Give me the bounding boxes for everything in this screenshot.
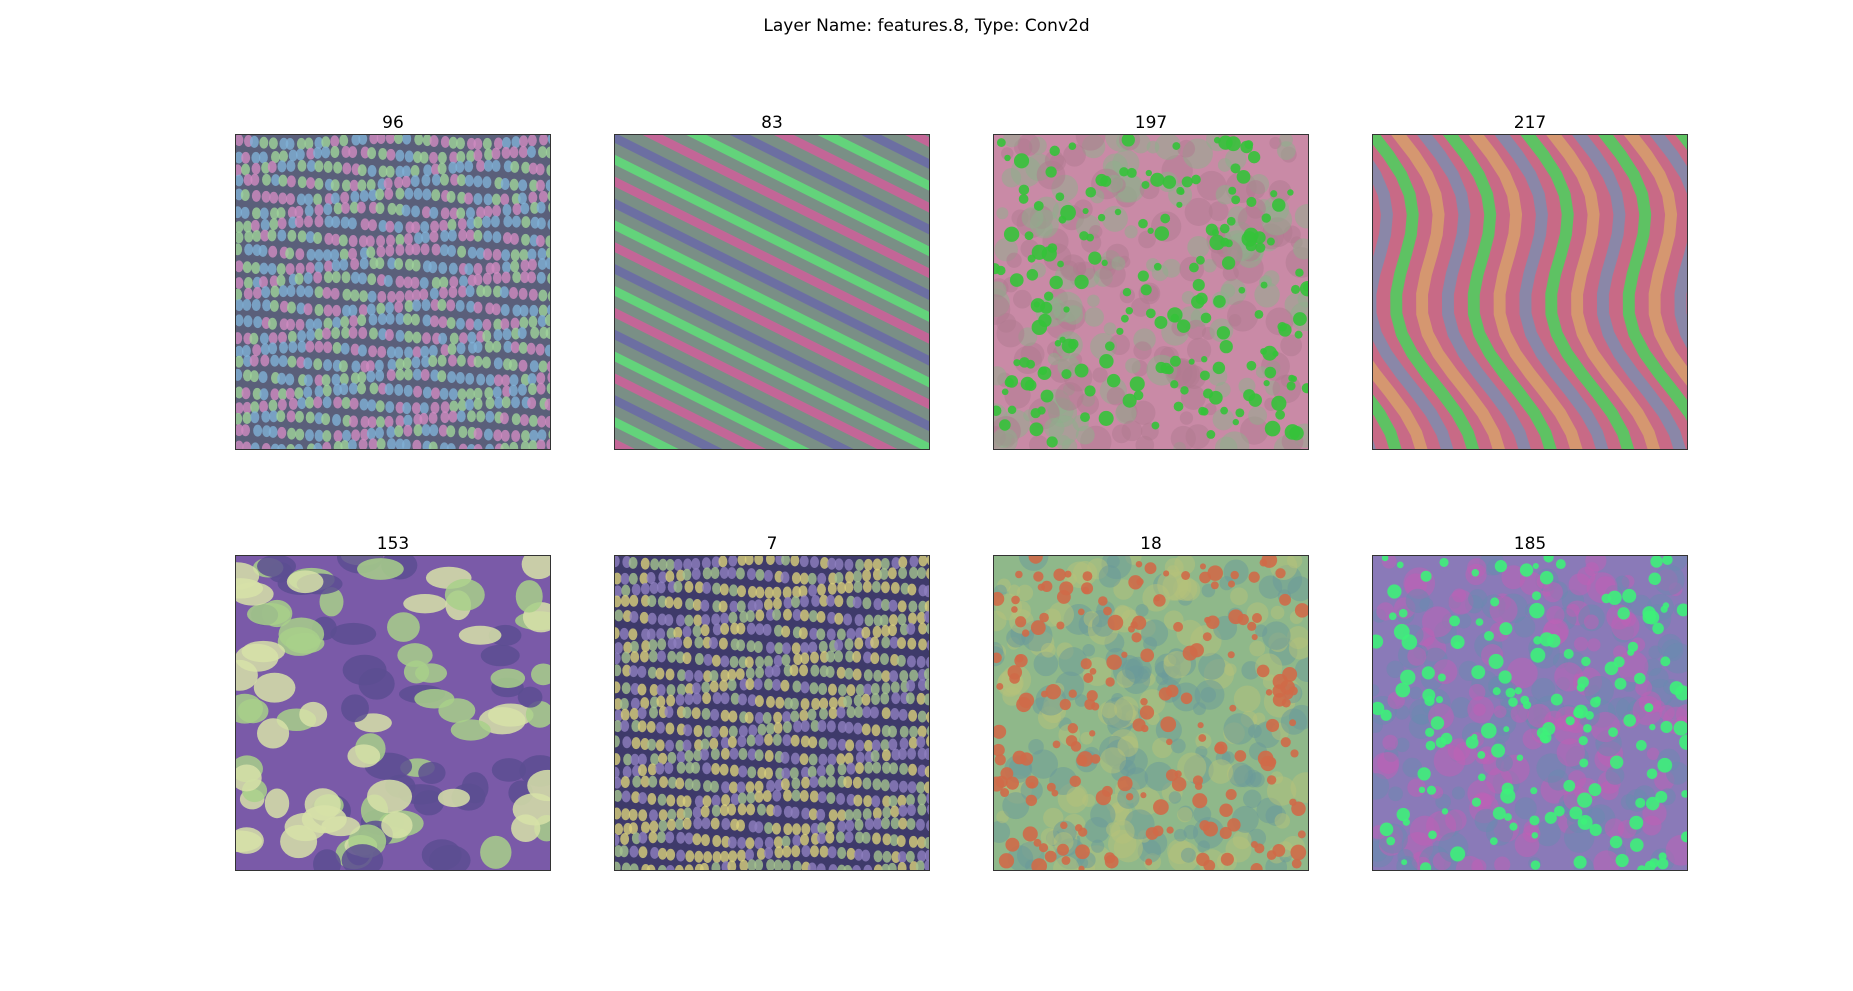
feature-visualization-image	[1372, 555, 1688, 871]
feature-panel: 153	[235, 533, 551, 871]
feature-visualization-image	[614, 555, 930, 871]
panel-title: 217	[1513, 113, 1547, 133]
feature-panel: 217	[1372, 112, 1688, 450]
panel-title: 197	[1134, 113, 1168, 133]
feature-visualization-image	[993, 555, 1309, 871]
feature-visualization-image	[993, 134, 1309, 450]
feature-panel: 83	[614, 112, 930, 450]
feature-panel: 96	[235, 112, 551, 450]
feature-visualization-image	[235, 555, 551, 871]
feature-panel: 18	[993, 533, 1309, 871]
feature-panel: 7	[614, 533, 930, 871]
feature-panel: 197	[993, 112, 1309, 450]
panel-title: 96	[382, 113, 404, 133]
panel-title: 185	[1513, 534, 1547, 554]
panel-title: 7	[766, 534, 778, 554]
feature-visualization-image	[235, 134, 551, 450]
feature-visualization-image	[1372, 134, 1688, 450]
panel-title: 83	[761, 113, 783, 133]
feature-panel: 185	[1372, 533, 1688, 871]
panel-title: 18	[1140, 534, 1162, 554]
panel-title: 153	[376, 534, 410, 554]
feature-visualization-image	[614, 134, 930, 450]
figure-title: Layer Name: features.8, Type: Conv2d	[763, 16, 1090, 36]
